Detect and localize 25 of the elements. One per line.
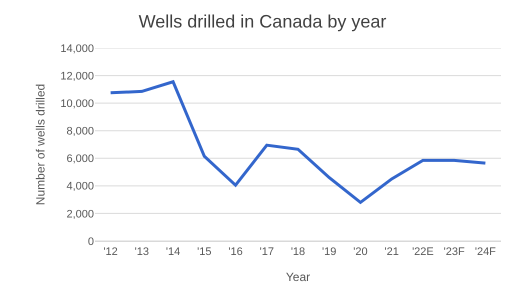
x-tick-label: '15 <box>197 246 212 258</box>
x-tick-label: '14 <box>166 246 180 258</box>
x-axis-title: Year <box>286 270 310 284</box>
x-tick-label: '12 <box>103 246 118 258</box>
x-tick-label: '23F <box>444 246 465 258</box>
y-tick-label: 12,000 <box>60 70 94 82</box>
y-tick-label: 10,000 <box>60 98 94 110</box>
y-tick-label: 8,000 <box>66 126 94 138</box>
y-axis-title: Number of wells drilled <box>34 84 48 206</box>
x-tick-label: '13 <box>134 246 150 258</box>
x-tick-label: '24F <box>474 246 496 258</box>
x-tick-label: '16 <box>228 246 243 258</box>
chart-title: Wells drilled in Canada by year <box>138 12 386 32</box>
x-tick-label: '18 <box>290 246 306 258</box>
y-tick-label: 2,000 <box>66 208 94 220</box>
line-series <box>109 80 487 204</box>
x-tick-label: '21 <box>384 246 399 258</box>
x-tick-label: '19 <box>322 246 336 258</box>
y-tick-label: 4,000 <box>66 180 94 193</box>
x-tick-label: '22E <box>412 246 434 258</box>
x-tick-label: '20 <box>353 246 368 258</box>
x-tick-label: '17 <box>260 246 274 258</box>
y-tick-label: 6,000 <box>66 153 94 166</box>
y-tick-label: 0 <box>88 236 94 248</box>
y-tick-label: 14,000 <box>60 42 94 55</box>
